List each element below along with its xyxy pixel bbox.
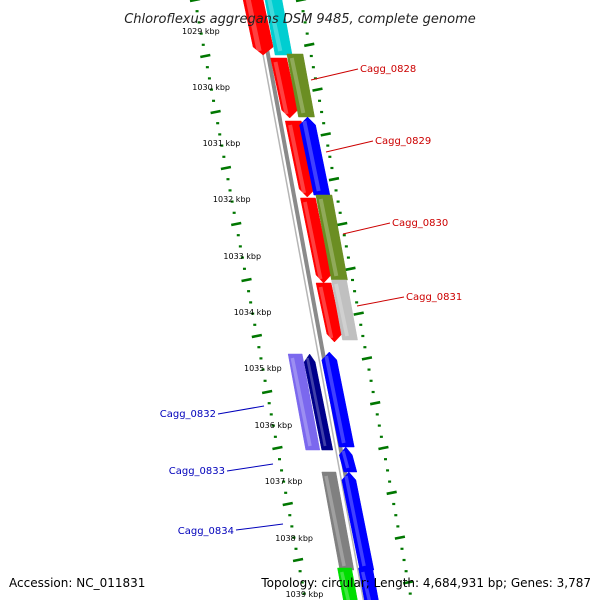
gene-feature[interactable] <box>315 194 348 281</box>
kbp-label: 1030 kbp <box>192 83 230 92</box>
gene-highlight <box>302 120 321 192</box>
gene-highlight <box>273 61 289 115</box>
gene-feature[interactable] <box>337 567 359 600</box>
gene-feature[interactable] <box>286 53 315 118</box>
gene-leader-line <box>226 463 274 472</box>
gene-label-red[interactable]: Cagg_0829 <box>375 136 431 147</box>
kbp-label: 1036 kbp <box>254 421 292 430</box>
scale-tick-outer <box>312 87 323 92</box>
scale-tick <box>241 277 252 283</box>
scale-tick <box>292 557 304 563</box>
gene-highlight <box>318 198 339 277</box>
gene-highlight <box>318 286 334 339</box>
gene-feature[interactable] <box>321 471 355 571</box>
gene-highlight <box>289 57 306 114</box>
gene-feature[interactable] <box>331 279 358 341</box>
gene-label-red[interactable]: Cagg_0831 <box>406 292 462 303</box>
gene-highlight <box>324 475 346 567</box>
scale-tick-outer <box>336 221 348 227</box>
gene-highlight <box>341 450 350 469</box>
gene-highlight <box>324 355 346 444</box>
scale-tick-outer <box>303 42 315 48</box>
outer-tick-column <box>295 0 414 595</box>
scale-tick <box>282 501 293 507</box>
gene-highlight <box>290 357 312 447</box>
gene-highlight <box>361 571 372 600</box>
kbp-label: 1035 kbp <box>244 364 282 373</box>
gene-leader-line <box>310 68 359 81</box>
scale-tick <box>272 445 283 451</box>
gene-label-column: Cagg_0828 Cagg_0829 Cagg_0830 Cagg_0831 Cagg… <box>160 64 463 537</box>
scale-tick <box>189 0 201 3</box>
gene-feature[interactable] <box>242 0 274 56</box>
kbp-label: 1029 kbp <box>182 27 220 36</box>
gene-leader-line <box>325 140 374 153</box>
gene-highlight <box>334 283 349 337</box>
gene-leader-line <box>342 222 391 235</box>
scale-tick-outer <box>345 266 356 272</box>
gene-highlight <box>344 475 366 567</box>
kbp-label: 1039 kbp <box>286 590 324 599</box>
topology-text: Topology: circular; Length: 4,684,931 bp… <box>260 576 591 590</box>
gene-feature[interactable] <box>315 282 343 343</box>
genome-title: Chloroflexus aggregans DSM 9485, complet… <box>124 12 476 27</box>
gene-feature[interactable] <box>270 57 298 119</box>
backbone-line <box>252 0 365 600</box>
scale-tick <box>200 53 211 59</box>
scale-tick-outer <box>378 445 389 451</box>
scale-tick <box>251 333 263 339</box>
gene-feature[interactable] <box>303 353 334 451</box>
gene-label-blue[interactable]: Cagg_0832 <box>160 409 216 420</box>
kbp-label: 1038 kbp <box>275 534 313 543</box>
scale-tick-outer <box>394 535 406 540</box>
scale-tick <box>230 221 242 227</box>
gene-label-red[interactable]: Cagg_0830 <box>392 218 448 229</box>
gene-feature[interactable] <box>358 567 380 600</box>
scale-tick <box>261 389 273 395</box>
scale-tick <box>220 165 232 171</box>
kbp-label: 1031 kbp <box>203 139 241 148</box>
gene-feature[interactable] <box>284 120 316 198</box>
scale-tick-outer <box>361 356 373 361</box>
kbp-label: 1033 kbp <box>223 252 261 261</box>
gene-label-red[interactable]: Cagg_0828 <box>360 64 416 75</box>
scale-tick-outer <box>295 0 307 3</box>
gene-track <box>242 0 379 600</box>
scale-tick-outer <box>369 400 381 406</box>
gene-highlight <box>288 124 307 194</box>
gene-label-blue[interactable]: Cagg_0834 <box>178 526 234 537</box>
gene-feature[interactable] <box>300 197 332 284</box>
scale-tick-outer <box>402 580 414 585</box>
gene-label-blue[interactable]: Cagg_0833 <box>169 466 225 477</box>
scale-tick-outer <box>353 311 364 316</box>
gene-feature[interactable] <box>321 351 355 448</box>
gene-leader-line <box>235 523 284 531</box>
gene-feature[interactable] <box>287 353 321 451</box>
kbp-tick-column <box>189 0 306 595</box>
kbp-label: 1037 kbp <box>265 477 303 486</box>
scale-tick-outer <box>328 176 340 182</box>
gene-highlight <box>303 201 323 280</box>
gene-highlight <box>340 571 351 600</box>
gene-highlight <box>306 357 327 447</box>
gene-highlight <box>245 0 262 52</box>
scale-tick-outer <box>320 132 331 137</box>
gene-leader-line <box>356 296 405 307</box>
scale-tick-outer <box>386 490 397 496</box>
gene-highlight <box>267 0 283 52</box>
scale-tick <box>210 109 221 115</box>
kbp-label: 1034 kbp <box>234 308 272 317</box>
gene-leader-line <box>217 405 265 415</box>
kbp-label: 1032 kbp <box>213 195 251 204</box>
accession-text: Accession: NC_011831 <box>9 576 145 590</box>
gene-feature[interactable] <box>338 446 358 473</box>
kbp-label-column: 1029 kbp 1030 kbp 1031 kbp 1032 kbp 1033 kbp… <box>182 27 323 599</box>
